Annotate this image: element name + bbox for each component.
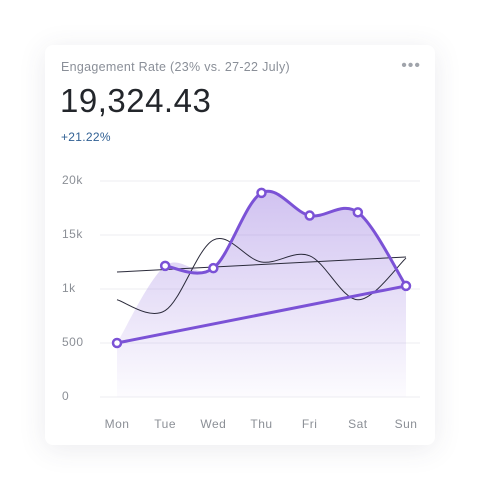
x-tick-label: Mon: [105, 417, 130, 431]
x-tick-label: Wed: [200, 417, 226, 431]
y-tick-label: 500: [62, 335, 84, 349]
point: [352, 207, 364, 218]
point: [159, 260, 171, 272]
x-tick-label: Sun: [395, 417, 418, 431]
point: [400, 280, 412, 292]
x-tick-label: Tue: [154, 417, 176, 431]
x-tick-label: Fri: [302, 417, 318, 431]
card-title: Engagement Rate (23% vs. 27-22 July): [61, 60, 290, 74]
area: [117, 191, 406, 397]
y-tick-label: 0: [62, 389, 69, 403]
y-tick-label: 15k: [62, 227, 83, 241]
point: [256, 187, 267, 199]
y-tick-label: 20k: [62, 173, 83, 187]
line: [116, 238, 407, 314]
point: [304, 210, 315, 221]
metric-change: +21.22%: [61, 130, 111, 144]
point: [208, 262, 219, 274]
x-tick-label: Thu: [250, 417, 272, 431]
point: [111, 337, 123, 349]
range-line: [115, 284, 408, 345]
metric-value: 19,324.43: [60, 82, 212, 119]
menu-button[interactable]: •••: [401, 57, 421, 74]
x-tick-label: Sat: [348, 417, 368, 431]
y-tick-label: 1k: [62, 281, 76, 295]
